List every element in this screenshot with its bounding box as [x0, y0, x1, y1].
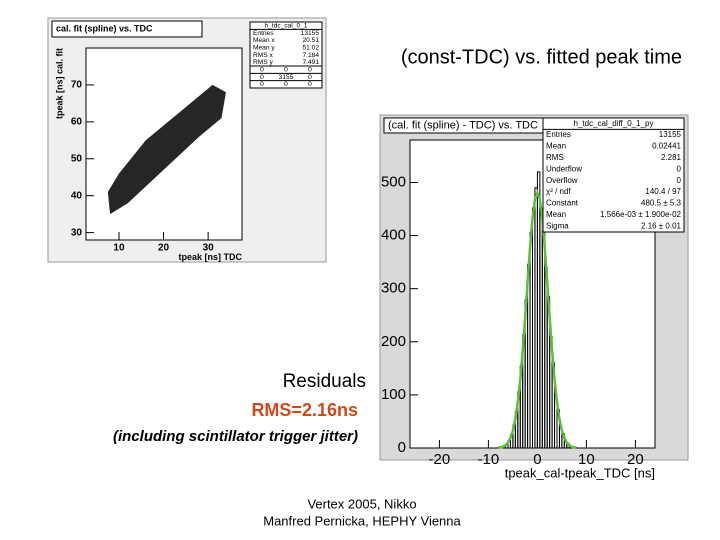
x-tick-label: 10 [578, 451, 595, 468]
y-tick-label: 70 [71, 80, 83, 91]
stats-label: Entries [253, 30, 274, 37]
plot-panel: 0 100 200 300 400 500 -20 -10 0 10 20tpeak_cal-tpe… [379, 114, 689, 481]
y-tick-label: 200 [381, 333, 406, 350]
y-tick-label: 300 [381, 280, 406, 297]
stats-value: 7.491 [302, 59, 319, 66]
stats-label: Constant [546, 199, 579, 208]
stats-grid-cell: 0 [308, 81, 312, 88]
stats-grid-cell: 0 [260, 81, 264, 88]
stats-label: Mean x [253, 37, 275, 44]
stats-value: 0.02441 [652, 142, 681, 151]
stats-value: 13155 [301, 30, 320, 37]
y-tick-label: 60 [71, 116, 83, 127]
stats-value: 51.02 [302, 44, 319, 51]
note: (including scintillator trigger jitter) [113, 428, 358, 445]
stats-value: 13155 [659, 130, 682, 139]
plot-title-box [51, 20, 203, 38]
stats-grid-cell: 0 [308, 74, 312, 81]
stats-value: 7.184 [302, 52, 319, 59]
footer-line: Manfred Pernicka, HEPHY Vienna [263, 513, 461, 528]
x-axis-label: tpeak_cal-tpeak_TDC [ns] [505, 466, 655, 481]
stats-label: Sigma [546, 221, 569, 230]
stats-box [249, 21, 323, 89]
residuals-label: Residuals [283, 371, 366, 392]
stats-grid-cell: 0 [260, 74, 264, 81]
y-tick-label: 50 [71, 153, 83, 164]
rms-label: RMS=2.16ns [251, 400, 358, 420]
stats-grid-cell: 0 [284, 66, 288, 73]
x-tick-label: 0 [533, 451, 541, 468]
stats-value: 480.5 ± 5.3 [641, 199, 682, 208]
stats-label: χ² / ndf [546, 187, 571, 196]
stats-grid-cell: 0 [308, 66, 312, 73]
x-tick-label: 20 [158, 243, 170, 254]
y-tick-label: 100 [381, 386, 406, 403]
scatter-cloud [107, 84, 226, 215]
stats-value: 2.16 ± 0.01 [641, 221, 682, 230]
plot-title: cal. fit (spline) vs. TDC [56, 23, 153, 33]
y-tick-label: 500 [381, 173, 406, 190]
stats-value: 0 [677, 176, 682, 185]
stats-label: Mean y [253, 44, 275, 51]
stats-value: 20.51 [302, 37, 319, 44]
stats-grid-cell: 0 [284, 81, 288, 88]
x-tick-label: -20 [429, 451, 451, 468]
stats-label: RMS [546, 153, 564, 162]
stats-label: Underflow [546, 164, 582, 173]
x-tick-label: -10 [478, 451, 500, 468]
plot-title: (cal. fit (spline) - TDC) vs. TDC [388, 119, 538, 131]
stats-value: 140.4 / 97 [645, 187, 681, 196]
y-axis-label: tpeak [ns] cal. fit [54, 48, 64, 119]
y-tick-label: 400 [381, 227, 406, 244]
stats-label: RMS y [253, 59, 273, 66]
stats-value: 0 [677, 164, 682, 173]
stats-title: h_tdc_cal_diff_0_1_py [574, 119, 654, 128]
y-tick-label: 30 [71, 227, 83, 238]
x-tick-label: 20 [627, 451, 644, 468]
x-axis-label: tpeak [ns] TDC [178, 252, 242, 262]
slide-title: (const-TDC) vs. fitted peak time [401, 46, 682, 68]
stats-grid-cell: 0 [260, 66, 264, 73]
stats-title: h_tdc_cal_0_1 [265, 22, 308, 29]
x-tick-label: 30 [203, 243, 215, 254]
stats-label: Entries [546, 130, 571, 139]
stats-label: RMS x [253, 52, 273, 59]
x-tick-label: 10 [113, 243, 125, 254]
stats-label: Overflow [546, 176, 578, 185]
y-tick-label: 0 [398, 439, 406, 456]
stats-grid-cell: 3155 [279, 74, 294, 81]
stats-label: Mean [546, 210, 566, 219]
stats-value: 2.281 [661, 153, 682, 162]
stats-value: 1.566e-03 ± 1.900e-02 [600, 210, 681, 219]
y-tick-label: 40 [71, 190, 83, 201]
stats-box [542, 117, 685, 233]
fit-curve [498, 189, 577, 449]
stats-label: Mean [546, 142, 566, 151]
footer-line: Vertex 2005, Nikko [307, 496, 416, 511]
